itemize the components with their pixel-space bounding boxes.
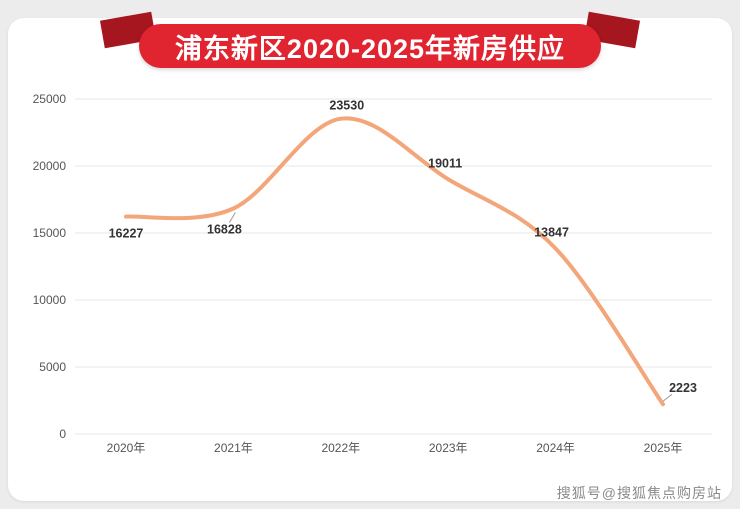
- y-tick-label: 15000: [33, 226, 67, 240]
- data-value-labels: 16227 16828 23530 19011 13847 2223: [109, 99, 697, 396]
- data-value-label: 2223: [669, 381, 697, 395]
- x-tick-label: 2025年: [644, 441, 683, 455]
- y-tick-label: 20000: [33, 159, 67, 173]
- supply-line-series: [124, 116, 665, 407]
- chart-title: 浦东新区2020-2025年新房供应: [174, 33, 566, 64]
- data-value-label: 23530: [329, 99, 364, 113]
- x-tick-label: 2023年: [429, 441, 468, 455]
- y-tick-label: 0: [59, 427, 66, 441]
- x-axis-tick-labels: 2020年 2021年 2022年 2023年 2024年 2025年: [107, 441, 683, 455]
- x-tick-label: 2021年: [214, 441, 253, 455]
- watermark-text: 搜狐号@搜狐焦点购房站: [556, 485, 722, 501]
- y-tick-label: 5000: [39, 360, 66, 374]
- y-axis-tick-labels: 0 5000 10000 15000 20000 25000: [33, 92, 67, 441]
- y-tick-label: 25000: [33, 92, 67, 106]
- x-tick-label: 2020年: [107, 441, 146, 455]
- x-tick-label: 2022年: [321, 441, 360, 455]
- x-tick-label: 2024年: [536, 441, 575, 455]
- data-value-label: 13847: [534, 225, 569, 239]
- label-leader-lines: [228, 212, 673, 402]
- data-value-label: 19011: [428, 156, 462, 170]
- y-tick-label: 10000: [33, 293, 67, 307]
- chart-title-banner: 浦东新区2020-2025年新房供应: [139, 24, 601, 68]
- data-value-label: 16227: [109, 227, 144, 241]
- data-value-label: 16828: [207, 223, 242, 237]
- gridlines: [75, 98, 712, 435]
